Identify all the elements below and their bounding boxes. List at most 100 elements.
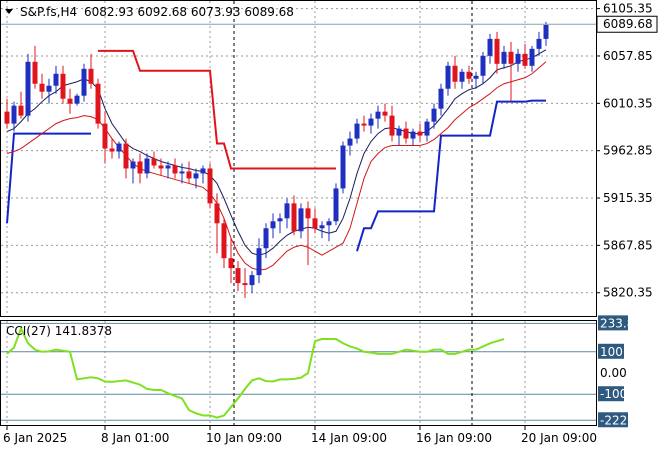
cci-series [6, 325, 505, 419]
candle-body-52 [368, 118, 374, 126]
candle-body-64 [452, 65, 458, 82]
price-tick-label-0: 6105.35 [603, 2, 653, 16]
time-tick-label-0: 6 Jan 2025 [3, 431, 67, 445]
lower-band-line [6, 99, 546, 252]
candle-body-57 [403, 128, 409, 139]
candle-body-60 [424, 121, 430, 136]
candle-body-15 [109, 148, 115, 152]
candle-body-53 [375, 111, 381, 119]
candle-body-12 [88, 68, 94, 84]
candle-body-48 [340, 145, 346, 189]
time-tick-label-4: 16 Jan 09:00 [416, 431, 492, 445]
candles [1, 21, 596, 299]
candle-body-16 [116, 143, 122, 152]
candle-body-19 [137, 161, 143, 174]
candle-body-31 [221, 223, 227, 259]
candle-body-72 [508, 51, 514, 64]
candle-body-17 [123, 143, 129, 169]
cci-tick-label-2: 0.00 [600, 366, 627, 380]
candle-body-66 [466, 71, 472, 79]
candle-body-68 [480, 55, 486, 76]
candle-body-21 [151, 158, 157, 166]
candle-body-11 [81, 68, 87, 96]
band-lines [6, 49, 546, 252]
candle-body-59 [417, 131, 423, 136]
candle-body-51 [361, 123, 367, 126]
candle-body-34 [242, 283, 248, 286]
candle-body-41 [291, 203, 297, 232]
candle-body-30 [214, 203, 220, 224]
price-tick-label-4: 5915.35 [603, 191, 653, 205]
candle-body-1 [11, 105, 17, 124]
candle-body-0 [4, 111, 10, 124]
current-price-label: 6089.68 [603, 17, 653, 31]
candle-body-25 [179, 171, 185, 174]
price-tick-label-6: 5820.35 [603, 286, 653, 300]
symbol-arrow-icon [5, 9, 13, 14]
candle-body-13 [95, 83, 101, 124]
cci-tick-box-3 [598, 386, 624, 402]
candle-body-7 [53, 73, 59, 86]
chart-symbol-label: S&P.fs,H4 [20, 5, 77, 19]
candle-body-35 [249, 275, 255, 286]
candle-body-54 [382, 111, 388, 116]
candle-body-28 [200, 168, 206, 174]
candle-body-75 [529, 48, 535, 66]
candle-body-46 [326, 221, 332, 226]
cci-tick-box-1 [598, 343, 624, 359]
price-tick-label-3: 5962.85 [603, 144, 653, 158]
candle-body-37 [263, 228, 269, 249]
candle-body-62 [438, 88, 444, 109]
candle-body-6 [46, 85, 52, 92]
candle-body-22 [158, 165, 164, 169]
candle-body-33 [235, 268, 241, 284]
candle-body-71 [501, 51, 507, 64]
time-axis: 6 Jan 2025 8 Jan 01:00 10 Jan 09:00 14 Jan … [3, 426, 597, 445]
candle-body-26 [186, 171, 192, 179]
candle-body-77 [543, 24, 549, 39]
candle-body-55 [389, 115, 395, 136]
candle-body-2 [18, 105, 24, 116]
candle-body-8 [60, 73, 66, 99]
candle-body-74 [522, 53, 528, 66]
day-separators [233, 1, 473, 425]
candle-body-43 [305, 208, 311, 219]
candle-body-61 [431, 108, 437, 122]
candle-body-69 [487, 38, 493, 56]
cci-title: CCI(27) 141.8378 [6, 324, 112, 338]
candle-body-36 [256, 248, 262, 276]
candle-body-42 [298, 208, 304, 232]
time-tick-label-3: 14 Jan 09:00 [311, 431, 387, 445]
candle-body-65 [459, 71, 465, 82]
candle-body-70 [494, 38, 500, 64]
candle-body-14 [102, 123, 108, 149]
candle-body-24 [172, 165, 178, 174]
cci-pane-frame [0, 320, 597, 426]
candle-body-27 [193, 173, 199, 179]
candle-body-49 [347, 138, 353, 146]
candle-body-29 [207, 168, 213, 204]
candle-body-4 [32, 61, 38, 84]
candle-body-20 [144, 158, 150, 174]
candle-body-3 [25, 61, 31, 116]
cci-grid [1, 322, 596, 421]
candle-body-67 [473, 75, 479, 79]
candle-body-38 [270, 221, 276, 229]
candle-body-58 [410, 131, 416, 139]
candle-body-56 [396, 128, 402, 136]
candle-body-9 [67, 98, 73, 104]
ohlc-values: 6082.93 6092.68 6073.93 6089.68 [84, 5, 294, 19]
cci-tick-label-1: 100 [600, 345, 623, 359]
main-pane-frame [0, 0, 597, 317]
cci-tick-label-3: -100 [600, 387, 627, 401]
price-tick-label-1: 6057.85 [603, 49, 653, 63]
candle-body-50 [354, 123, 360, 139]
time-tick-label-1: 8 Jan 01:00 [101, 431, 169, 445]
cci-tick-box-0 [598, 315, 628, 331]
cci-tick-box-4 [598, 412, 628, 428]
candle-body-45 [319, 225, 325, 229]
candle-body-10 [74, 95, 80, 104]
candle-body-18 [130, 161, 136, 169]
cci-tick-label-0: 233.8031 [600, 316, 657, 330]
